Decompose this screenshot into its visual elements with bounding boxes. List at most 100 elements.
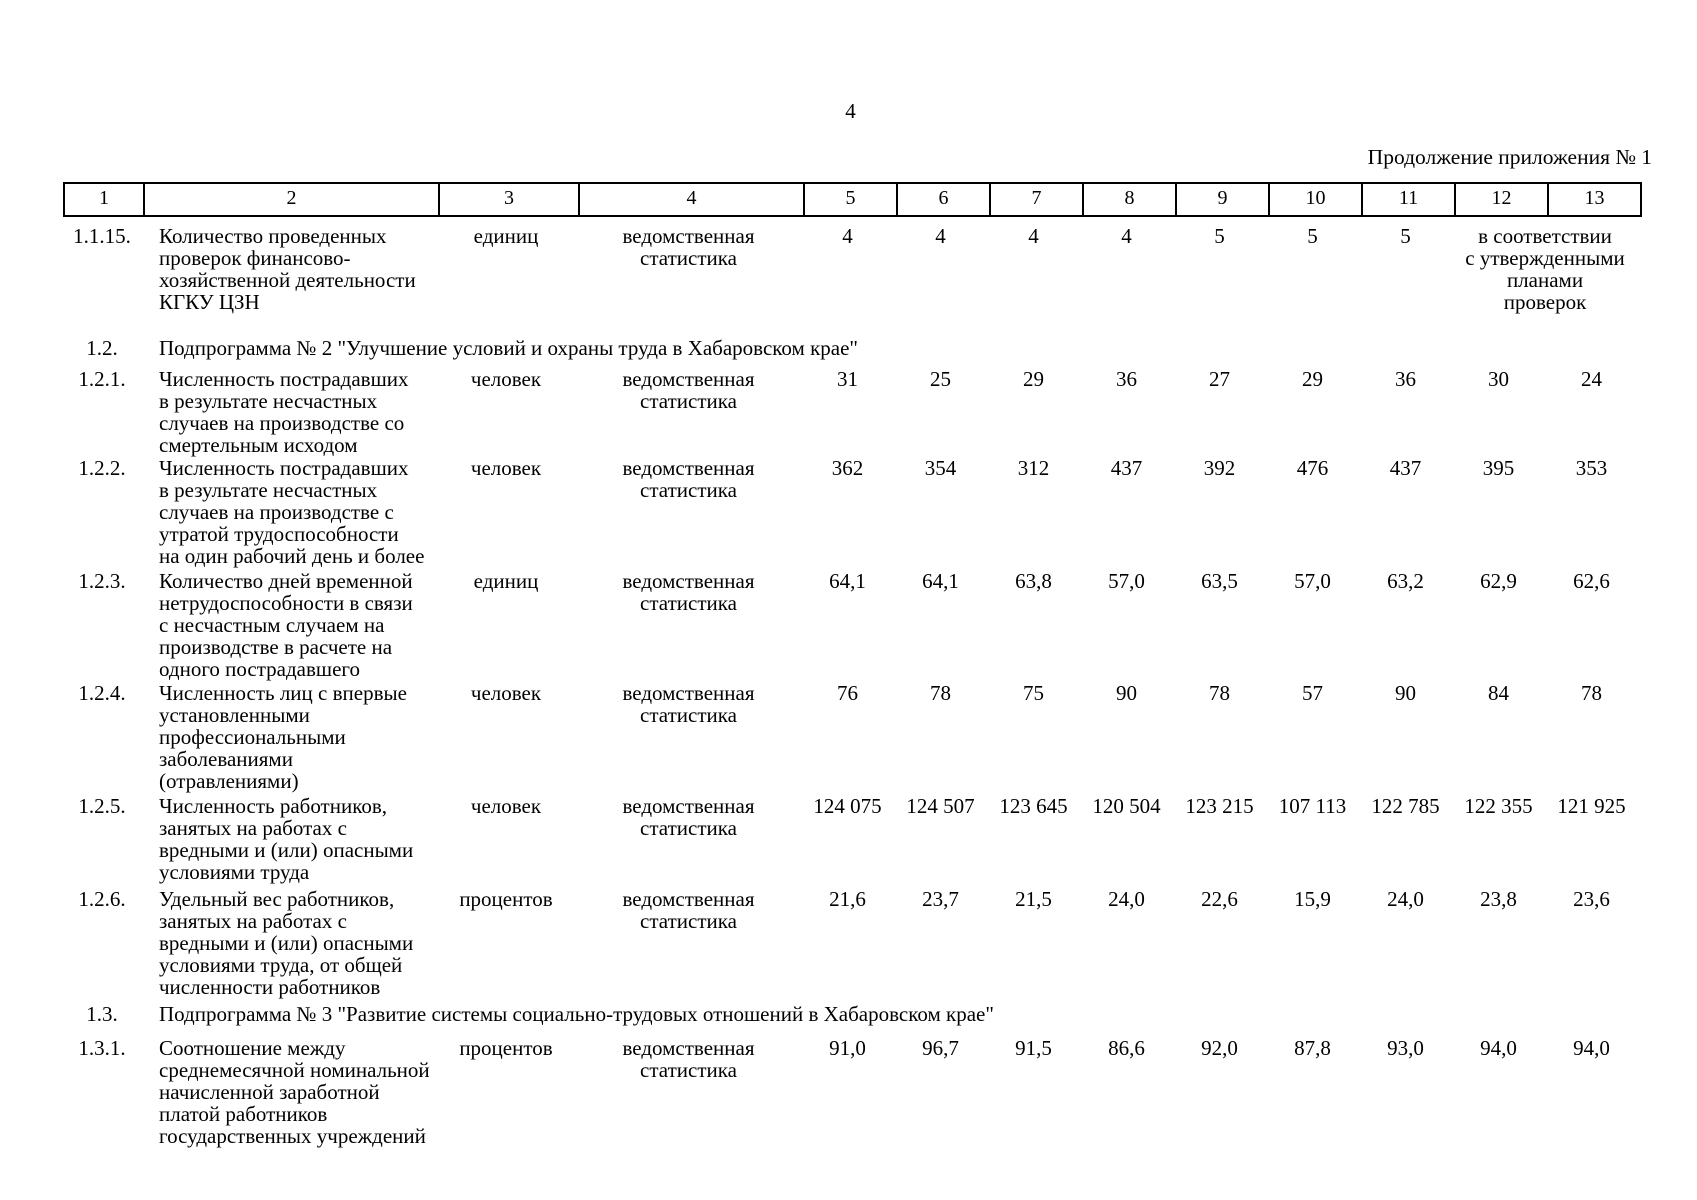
row-number: 1.2.4. xyxy=(78,681,126,705)
value-cell: 312 xyxy=(1017,456,1050,480)
value-cell: 122 355 xyxy=(1464,794,1533,818)
value-cell: 24 xyxy=(1581,367,1602,391)
value-cell: 124 075 xyxy=(813,794,882,818)
row-number: 1.2.5. xyxy=(78,794,126,818)
value-cell: 123 645 xyxy=(999,794,1068,818)
value-cell: 90 xyxy=(1116,681,1137,705)
value-cell: 57 xyxy=(1302,681,1323,705)
value-cell: 437 xyxy=(1110,456,1143,480)
value-cell: 92,0 xyxy=(1201,1036,1238,1060)
value-cell: 29 xyxy=(1023,367,1044,391)
indicator-name: Удельный вес работников, занятых на рабо… xyxy=(159,887,414,999)
column-number-cell: 2 xyxy=(143,184,438,215)
value-cell: 124 507 xyxy=(906,794,975,818)
value-cell: 5 xyxy=(1307,224,1318,248)
indicator-name: Численность работников, занятых на работ… xyxy=(159,794,414,884)
table-row: 1.2.2. Численность пострадавших в резуль… xyxy=(63,457,1638,567)
source-cell: ведомственная статистика xyxy=(622,456,755,502)
value-cell: 31 xyxy=(837,367,858,391)
indicator-name: Численность лиц с впервые установленными… xyxy=(159,681,407,793)
source-cell: ведомственная статистика xyxy=(622,1036,755,1082)
value-cell: 63,2 xyxy=(1387,569,1424,593)
indicator-name: Численность пострадавших в результате не… xyxy=(159,367,409,457)
value-cell: 86,6 xyxy=(1108,1036,1145,1060)
unit-cell: единиц xyxy=(473,569,539,593)
value-cell: 64,1 xyxy=(922,569,959,593)
column-number-cell: 5 xyxy=(803,184,896,215)
value-cell: 29 xyxy=(1302,367,1323,391)
column-number-cell: 12 xyxy=(1454,184,1547,215)
column-number-cell: 13 xyxy=(1547,184,1640,215)
table-row: 1.2.4. Численность лиц с впервые установ… xyxy=(63,682,1638,792)
column-number-cell: 6 xyxy=(896,184,989,215)
indicator-name: Численность пострадавших в результате не… xyxy=(159,456,425,568)
value-cell: 91,0 xyxy=(829,1036,866,1060)
value-cell: 36 xyxy=(1116,367,1137,391)
source-cell: ведомственная статистика xyxy=(622,794,755,840)
source-cell: ведомственная статистика xyxy=(622,569,755,615)
row-number: 1.2.1. xyxy=(78,367,126,391)
value-cell: 78 xyxy=(930,681,951,705)
value-cell: 362 xyxy=(831,456,864,480)
value-cell: 96,7 xyxy=(922,1036,959,1060)
value-cell: 76 xyxy=(837,681,858,705)
value-cell: 57,0 xyxy=(1108,569,1145,593)
table-row: 1.2.5. Численность работников, занятых н… xyxy=(63,795,1638,883)
column-number-cell: 4 xyxy=(578,184,803,215)
page-number: 4 xyxy=(845,99,856,123)
column-number-cell: 11 xyxy=(1361,184,1454,215)
value-cell: 5 xyxy=(1400,224,1411,248)
table-row: 1.1.15. Количество проведенных проверок … xyxy=(63,225,1638,313)
indicator-name: Количество проведенных проверок финансов… xyxy=(159,224,416,314)
column-number-cell: 3 xyxy=(438,184,578,215)
row-number: 1.2.2. xyxy=(78,456,126,480)
value-cell: 4 xyxy=(1121,224,1132,248)
value-cell: 93,0 xyxy=(1387,1036,1424,1060)
value-cell: 63,8 xyxy=(1015,569,1052,593)
continuation-note: Продолжение приложения № 1 xyxy=(1367,145,1652,169)
value-cell: 94,0 xyxy=(1480,1036,1517,1060)
value-cell: 120 504 xyxy=(1092,794,1161,818)
value-cell: 4 xyxy=(842,224,853,248)
column-number-cell: 1 xyxy=(99,187,109,209)
value-cell: 91,5 xyxy=(1015,1036,1052,1060)
value-cell: 22,6 xyxy=(1201,887,1238,911)
value-cell: 27 xyxy=(1209,367,1230,391)
value-cell: 24,0 xyxy=(1108,887,1145,911)
value-cell: 57,0 xyxy=(1294,569,1331,593)
value-cell: 21,5 xyxy=(1015,887,1052,911)
value-cell: 90 xyxy=(1395,681,1416,705)
source-cell: ведомственная статистика xyxy=(622,367,755,413)
value-cell: 62,9 xyxy=(1480,569,1517,593)
value-cell: 15,9 xyxy=(1294,887,1331,911)
value-cell: 87,8 xyxy=(1294,1036,1331,1060)
value-cell: 107 113 xyxy=(1278,794,1347,818)
value-cell: 63,5 xyxy=(1201,569,1238,593)
value-cell: 4 xyxy=(935,224,946,248)
value-cell: 476 xyxy=(1296,456,1329,480)
source-cell: ведомственная статистика xyxy=(622,887,755,933)
value-cell: 4 xyxy=(1028,224,1039,248)
value-cell: 23,6 xyxy=(1573,887,1610,911)
table-row: 1.2.3. Количество дней временной нетрудо… xyxy=(63,570,1638,680)
table-row: 1.2.6. Удельный вес работников, занятых … xyxy=(63,888,1638,998)
row-number: 1.2. xyxy=(86,336,118,360)
table-row: 1.2.1. Численность пострадавших в резуль… xyxy=(63,368,1638,456)
value-cell: 5 xyxy=(1214,224,1225,248)
column-number-cell: 8 xyxy=(1082,184,1175,215)
unit-cell: человек xyxy=(470,681,542,705)
column-number-cell: 10 xyxy=(1268,184,1361,215)
value-cell: 122 785 xyxy=(1371,794,1440,818)
value-cell: 354 xyxy=(924,456,957,480)
table-row: 1.3.1. Соотношение между среднемесячной … xyxy=(63,1037,1638,1147)
value-cell: 353 xyxy=(1575,456,1608,480)
source-cell: ведомственная статистика xyxy=(622,681,755,727)
row-number: 1.3.1. xyxy=(78,1036,126,1060)
value-cell: 23,8 xyxy=(1480,887,1517,911)
value-cell: 24,0 xyxy=(1387,887,1424,911)
unit-cell: человек xyxy=(470,794,542,818)
row-number: 1.2.3. xyxy=(78,569,126,593)
value-cell: 121 925 xyxy=(1557,794,1626,818)
